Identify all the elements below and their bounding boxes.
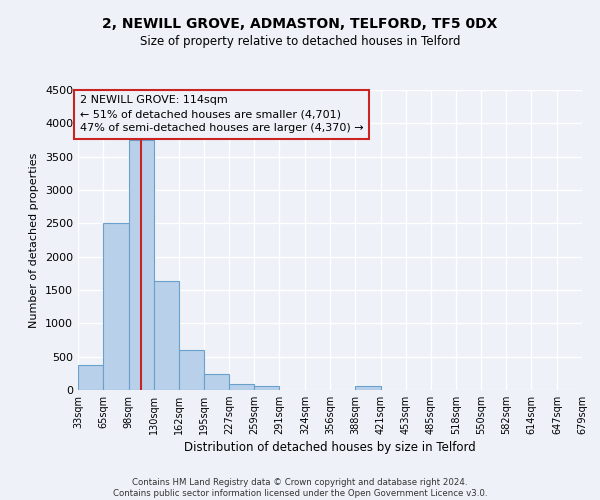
Text: 2 NEWILL GROVE: 114sqm
← 51% of detached houses are smaller (4,701)
47% of semi-: 2 NEWILL GROVE: 114sqm ← 51% of detached… [80, 96, 363, 134]
Bar [129, 140, 154, 390]
Bar [179, 350, 205, 390]
Bar [254, 386, 279, 390]
Text: 2, NEWILL GROVE, ADMASTON, TELFORD, TF5 0DX: 2, NEWILL GROVE, ADMASTON, TELFORD, TF5 … [103, 18, 497, 32]
Bar [78, 364, 103, 390]
X-axis label: Distribution of detached houses by size in Telford: Distribution of detached houses by size … [184, 442, 476, 454]
Bar [154, 280, 179, 390]
Text: Contains HM Land Registry data © Crown copyright and database right 2024.
Contai: Contains HM Land Registry data © Crown c… [113, 478, 487, 498]
Text: Size of property relative to detached houses in Telford: Size of property relative to detached ho… [140, 35, 460, 48]
Bar [103, 224, 129, 390]
Bar [355, 386, 381, 390]
Bar [205, 374, 229, 390]
Y-axis label: Number of detached properties: Number of detached properties [29, 152, 40, 328]
Bar [229, 384, 254, 390]
